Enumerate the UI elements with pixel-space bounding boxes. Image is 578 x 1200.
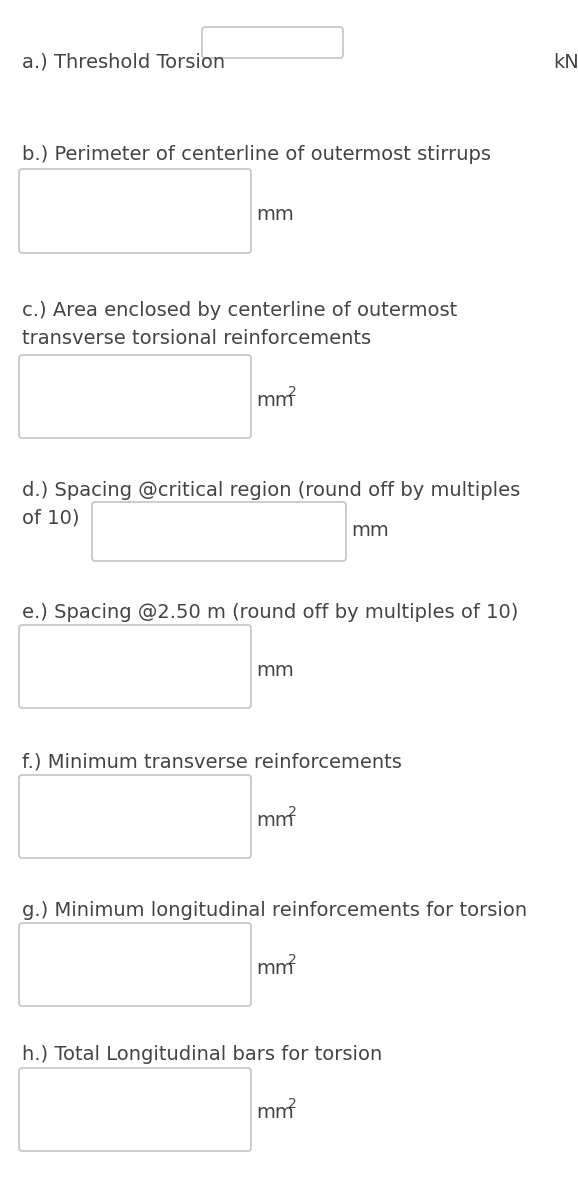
Text: 2: 2	[288, 953, 297, 967]
Text: e.) Spacing @2.50 m (round off by multiples of 10): e.) Spacing @2.50 m (round off by multip…	[22, 602, 518, 622]
Text: g.) Minimum longitudinal reinforcements for torsion: g.) Minimum longitudinal reinforcements …	[22, 900, 527, 919]
FancyBboxPatch shape	[19, 775, 251, 858]
FancyBboxPatch shape	[19, 1068, 251, 1151]
Text: 2: 2	[288, 1097, 297, 1111]
Text: 2: 2	[288, 805, 297, 818]
Text: h.) Total Longitudinal bars for torsion: h.) Total Longitudinal bars for torsion	[22, 1045, 382, 1064]
Text: d.) Spacing @critical region (round off by multiples: d.) Spacing @critical region (round off …	[22, 480, 520, 499]
Text: transverse torsional reinforcements: transverse torsional reinforcements	[22, 329, 371, 348]
Text: a.) Threshold Torsion: a.) Threshold Torsion	[22, 53, 225, 72]
Text: f.) Minimum transverse reinforcements: f.) Minimum transverse reinforcements	[22, 752, 402, 772]
Text: mm: mm	[256, 1103, 294, 1122]
Text: mm: mm	[256, 205, 294, 224]
Text: mm: mm	[256, 390, 294, 409]
Text: mm: mm	[256, 660, 294, 679]
FancyBboxPatch shape	[202, 26, 343, 58]
FancyBboxPatch shape	[19, 625, 251, 708]
FancyBboxPatch shape	[19, 923, 251, 1006]
Text: kN-m: kN-m	[553, 53, 578, 72]
Text: of 10): of 10)	[22, 509, 80, 528]
Text: b.) Perimeter of centerline of outermost stirrups: b.) Perimeter of centerline of outermost…	[22, 145, 491, 164]
Text: mm: mm	[256, 810, 294, 829]
Text: 2: 2	[288, 385, 297, 398]
FancyBboxPatch shape	[19, 169, 251, 253]
Text: mm: mm	[351, 521, 389, 540]
FancyBboxPatch shape	[92, 502, 346, 560]
Text: c.) Area enclosed by centerline of outermost: c.) Area enclosed by centerline of outer…	[22, 300, 457, 319]
FancyBboxPatch shape	[19, 355, 251, 438]
Text: mm: mm	[256, 959, 294, 978]
